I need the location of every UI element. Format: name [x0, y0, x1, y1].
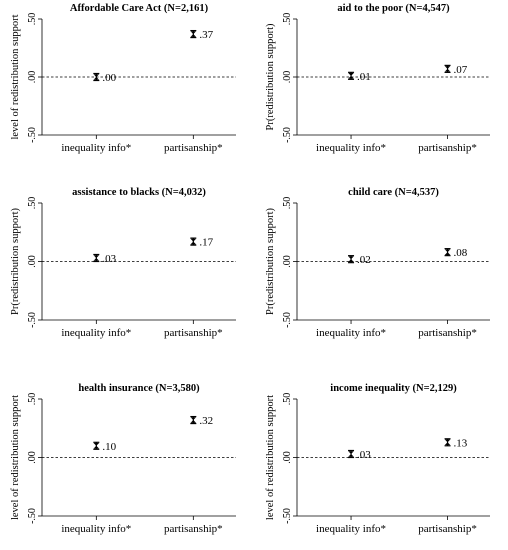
y-axis-label: Pr(redistribution support) [265, 207, 276, 315]
y-tick-label: .00 [27, 255, 38, 268]
point-marker [444, 439, 451, 446]
y-axis-label: level of redistribution support [10, 395, 21, 520]
data-point [444, 438, 451, 447]
data-point [444, 248, 451, 257]
y-tick-label: .50 [282, 393, 293, 406]
x-category-label: partisanship* [418, 142, 477, 154]
data-point [348, 255, 355, 264]
y-tick-label: -.50 [27, 508, 38, 524]
y-tick-label: .50 [27, 393, 38, 406]
y-axis-label: level of redistribution support [10, 14, 21, 139]
data-label: .10 [102, 441, 116, 453]
x-category-label: partisanship* [164, 327, 223, 339]
y-tick-label: .00 [27, 71, 38, 84]
y-tick-label: .50 [27, 197, 38, 210]
point-marker [93, 443, 100, 449]
panel-5: health insurance (N=3,580) .50 .00 -.50 leve… [10, 383, 236, 535]
point-marker [348, 256, 354, 262]
data-label: .01 [357, 71, 371, 83]
data-point [93, 253, 100, 263]
panel-title: aid to the poor (N=4,547) [337, 3, 450, 14]
panel-4: child care (N=4,537) .50 .00 -.50 Pr(redistr… [265, 187, 490, 339]
x-category-label: partisanship* [418, 327, 477, 339]
y-axis-label: Pr(redistribution support) [10, 207, 21, 315]
point-marker [190, 417, 197, 423]
panel-1: Affordable Care Act (N=2,161) .50 .00 -.50 l… [10, 3, 236, 154]
data-label: .07 [454, 64, 468, 76]
y-axis-label: Pr(redistribution support) [265, 23, 276, 131]
panel-title: health insurance (N=3,580) [78, 383, 200, 394]
data-label: .32 [199, 415, 213, 427]
data-point [93, 441, 100, 450]
x-category-label: partisanship* [164, 142, 223, 154]
x-category-label: inequality info* [61, 142, 131, 154]
y-tick-label: .50 [282, 13, 293, 26]
y-tick-label: .00 [282, 255, 293, 268]
y-tick-label: -.50 [282, 508, 293, 524]
data-point [348, 449, 355, 459]
data-label: .17 [199, 237, 213, 249]
panel-title: Affordable Care Act (N=2,161) [70, 3, 209, 14]
point-marker [444, 249, 451, 255]
panel-title: assistance to blacks (N=4,032) [72, 187, 206, 198]
point-marker [444, 66, 451, 72]
point-marker [93, 74, 100, 80]
y-tick-label: .00 [282, 451, 293, 464]
y-tick-label: -.50 [282, 312, 293, 328]
x-category-label: inequality info* [61, 327, 131, 339]
panel-3: assistance to blacks (N=4,032) .50 .00 -.50… [10, 187, 236, 339]
data-label: .03 [357, 449, 371, 461]
panel-6: income inequality (N=2,129) .50 .00 -.50 lev… [265, 383, 490, 535]
data-label: .37 [199, 29, 213, 41]
y-tick-label: .50 [282, 197, 293, 210]
data-point [444, 64, 451, 73]
data-label: .08 [454, 247, 468, 259]
data-point [93, 72, 100, 82]
x-category-label: partisanship* [164, 523, 223, 535]
panel-title: child care (N=4,537) [348, 187, 439, 198]
point-marker [348, 451, 354, 457]
point-marker [190, 238, 197, 245]
data-label: .13 [454, 437, 468, 449]
x-category-label: inequality info* [316, 142, 386, 154]
data-point [348, 71, 355, 80]
y-tick-label: .00 [282, 71, 293, 84]
y-tick-label: .50 [27, 13, 38, 26]
x-category-label: inequality info* [316, 523, 386, 535]
point-marker [348, 73, 354, 79]
data-point [190, 237, 197, 246]
x-category-label: partisanship* [418, 523, 477, 535]
y-tick-label: -.50 [27, 312, 38, 328]
data-point [190, 415, 197, 425]
y-tick-label: .00 [27, 451, 38, 464]
x-category-label: inequality info* [61, 523, 131, 535]
point-marker [190, 31, 197, 37]
panel-2: aid to the poor (N=4,547) .50 .00 -.50 Pr(re… [265, 3, 490, 154]
data-label: .02 [357, 254, 371, 266]
point-marker [93, 255, 100, 261]
x-category-label: inequality info* [316, 327, 386, 339]
data-point [190, 29, 197, 39]
y-tick-label: -.50 [282, 127, 293, 143]
data-label: .03 [102, 253, 116, 265]
y-tick-label: -.50 [27, 127, 38, 143]
y-axis-label: level of redistribution support [265, 395, 276, 520]
panel-title: income inequality (N=2,129) [330, 383, 457, 394]
data-label: .00 [102, 72, 116, 84]
